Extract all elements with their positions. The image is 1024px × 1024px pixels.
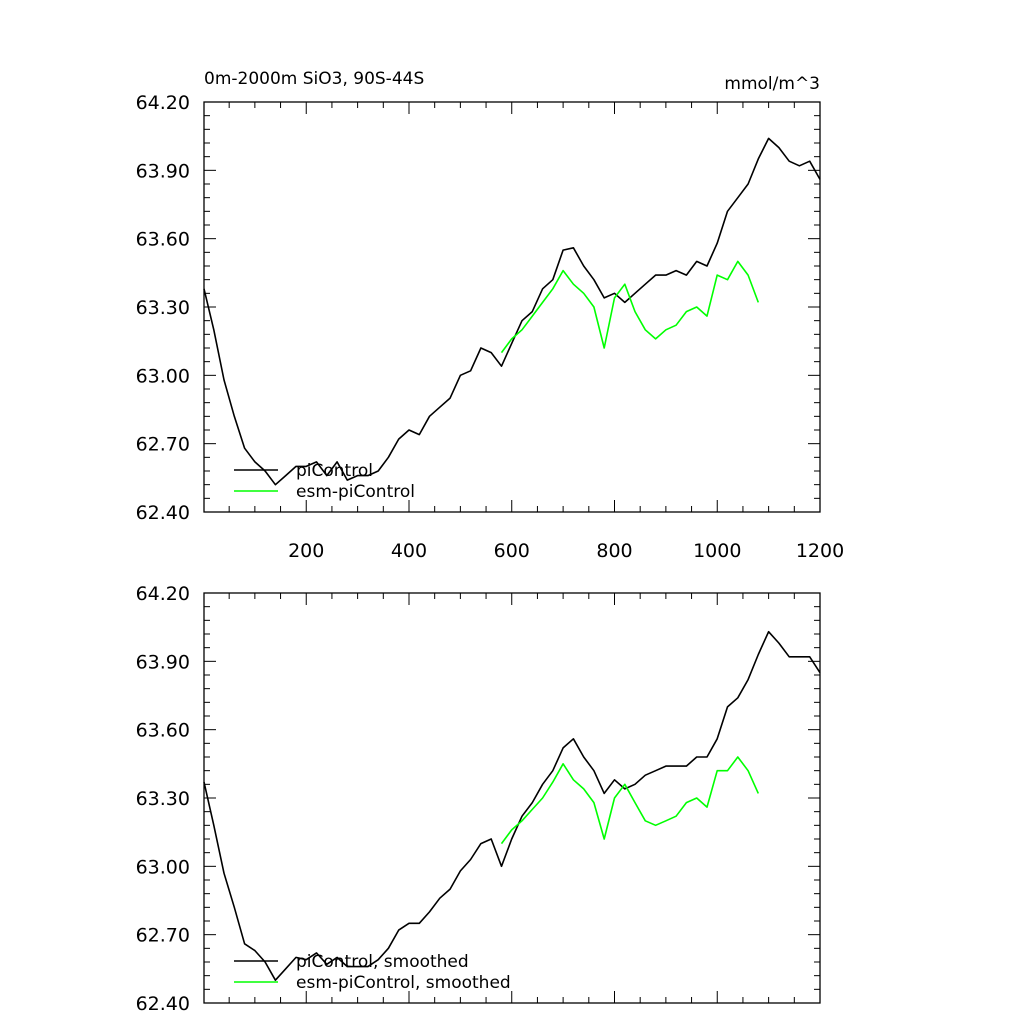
y-tick-label: 63.60	[136, 720, 190, 742]
x-tick-label: 200	[288, 540, 324, 562]
y-tick-label: 63.30	[136, 788, 190, 810]
x-tick-label: 800	[596, 540, 632, 562]
y-tick-label: 63.30	[136, 297, 190, 319]
legend-label: piControl, smoothed	[296, 952, 469, 972]
y-tick-label: 64.20	[136, 583, 190, 605]
series-line-esm-picontrol	[500, 756, 760, 845]
series-line-esm-picontrol	[500, 260, 760, 354]
legend-label: piControl	[296, 461, 373, 481]
units-label: mmol/m^3	[724, 74, 820, 94]
y-tick-label: 63.60	[136, 229, 190, 251]
y-tick-label: 64.20	[136, 92, 190, 114]
y-tick-label: 62.40	[136, 502, 190, 524]
y-tick-label: 63.90	[136, 651, 190, 673]
y-tick-label: 63.00	[136, 365, 190, 387]
x-tick-label: 1200	[796, 540, 844, 562]
y-tick-label: 63.00	[136, 856, 190, 878]
x-tick-label: 1000	[693, 540, 741, 562]
series-line-picontrol	[203, 630, 821, 981]
legend-label: esm-piControl	[296, 482, 415, 502]
plot-frame	[203, 592, 821, 1004]
y-tick-label: 63.90	[136, 160, 190, 182]
y-tick-label: 62.40	[136, 993, 190, 1015]
x-tick-label: 400	[391, 540, 427, 562]
legend-label: esm-piControl, smoothed	[296, 973, 511, 993]
series-line-picontrol	[203, 137, 821, 486]
chart-title: 0m-2000m SiO3, 90S-44S	[204, 69, 424, 89]
x-tick-label: 600	[494, 540, 530, 562]
plot-frame	[203, 101, 821, 513]
y-tick-label: 62.70	[136, 925, 190, 947]
panel-1: 62.40 62.70 63.00 63.30 63.60 63.90 64.20 200 40…	[136, 69, 845, 562]
panel-2: 62.40 62.70 63.00 63.30 63.60 63.90 64.20 piCon…	[136, 583, 821, 1015]
y-tick-label: 62.70	[136, 434, 190, 456]
